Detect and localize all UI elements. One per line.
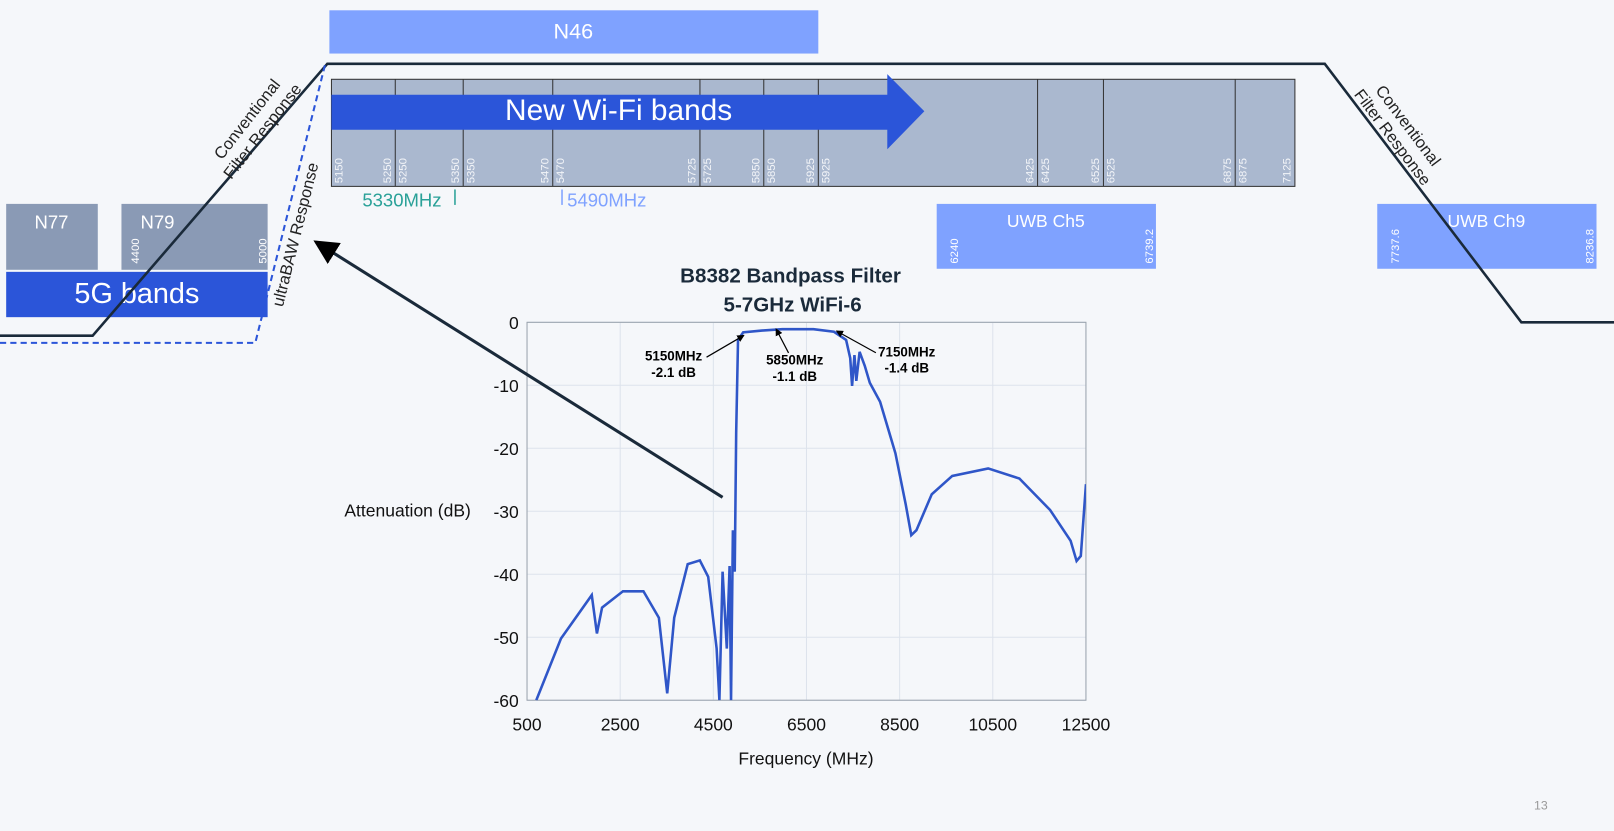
channel-low: 6875 [1237, 158, 1249, 183]
x-tick-label: 8500 [880, 715, 919, 735]
channel-low: 6425 [1040, 158, 1052, 183]
channel-high: 5250 [382, 158, 394, 183]
chart-subtitle: 5-7GHz WiFi-6 [724, 293, 862, 316]
ultrabaw-response [0, 63, 327, 344]
n46-label: N46 [554, 19, 594, 44]
channel-high: 6875 [1222, 158, 1234, 183]
channel-low: 5725 [702, 158, 714, 183]
chart: 500 2500 4500 6500 8500 10500 12500 0 -10 -20 -30 -… [344, 264, 1110, 768]
annotation-text: -2.1 dB [651, 365, 696, 380]
chart-title: B8382 Bandpass Filter [680, 264, 901, 287]
annotation-arrow [835, 330, 877, 354]
n77-box [6, 203, 98, 270]
uwb-box [936, 203, 1156, 269]
channel-high: 5350 [450, 158, 462, 183]
y-tick-label: -20 [493, 439, 519, 459]
y-tick-label: -50 [493, 628, 519, 648]
n79-box [121, 203, 268, 270]
pointer-arrow [313, 240, 724, 499]
y-tick-label: -60 [493, 691, 519, 711]
x-tick-label: 6500 [787, 715, 826, 735]
y-tick-label: -40 [493, 565, 519, 585]
annotation-text: 5850MHz [766, 353, 824, 368]
channel-high: 5850 [751, 158, 763, 183]
n77-label: N77 [34, 211, 68, 232]
channel-low: 5150 [334, 158, 346, 183]
n79-low: 4400 [130, 238, 142, 263]
channel-high: 5925 [805, 158, 817, 183]
annotation-text: -1.4 dB [884, 361, 929, 376]
conventional-response [0, 62, 1614, 337]
plot-border [526, 321, 1087, 701]
annotation-text: 7150MHz [878, 344, 936, 359]
annotation-arrow [775, 328, 790, 354]
annotation-text: -1.1 dB [772, 369, 817, 384]
y-tick-label: -10 [493, 376, 519, 396]
y-tick-label: -30 [493, 502, 519, 522]
n79-label: N79 [141, 211, 175, 232]
channel-low: 5925 [821, 158, 833, 183]
x-axis-label: Frequency (MHz) [738, 749, 873, 769]
x-tick-label: 2500 [601, 715, 640, 735]
uwb-label: UWB Ch5 [1007, 211, 1085, 231]
channel-low: 5250 [397, 158, 409, 183]
y-tick-label: 0 [509, 313, 519, 333]
channel-low: 5470 [555, 158, 567, 183]
uwb-high: 6739.2 [1144, 229, 1156, 264]
uwb-low: 6240 [949, 238, 961, 263]
x-tick-label: 4500 [694, 715, 733, 735]
y-axis-label: Attenuation (dB) [344, 500, 470, 520]
uwb-low: 7737.6 [1390, 229, 1402, 264]
x-tick-label: 500 [512, 715, 541, 735]
n46-box [329, 10, 819, 54]
marker-label: 5330MHz [362, 190, 441, 211]
x-tick-label: 10500 [968, 715, 1017, 735]
wifi-arrow [331, 74, 925, 150]
n79-high: 5000 [257, 238, 269, 263]
page-number: 13 [1534, 799, 1548, 813]
data-line [535, 327, 1086, 701]
channel-high: 6425 [1024, 158, 1036, 183]
channel-high: 7125 [1282, 158, 1294, 183]
uwb-box [1377, 203, 1597, 269]
channel-low: 5350 [465, 158, 477, 183]
x-tick-label: 12500 [1062, 715, 1111, 735]
wifi-banner: New Wi-Fi bands [505, 94, 732, 127]
annotation-text: 5150MHz [645, 349, 703, 364]
uwb-label: UWB Ch9 [1447, 211, 1525, 231]
5g-box [6, 271, 268, 318]
channel-low: 5850 [766, 158, 778, 183]
channel-high: 5470 [540, 158, 552, 183]
channel-high: 5725 [687, 158, 699, 183]
annotation-arrow [706, 334, 745, 358]
channel-low: 6525 [1106, 158, 1118, 183]
marker-label: 5490MHz [567, 190, 646, 211]
channel-high: 6525 [1090, 158, 1102, 183]
uwb-high: 8236.8 [1584, 229, 1596, 264]
